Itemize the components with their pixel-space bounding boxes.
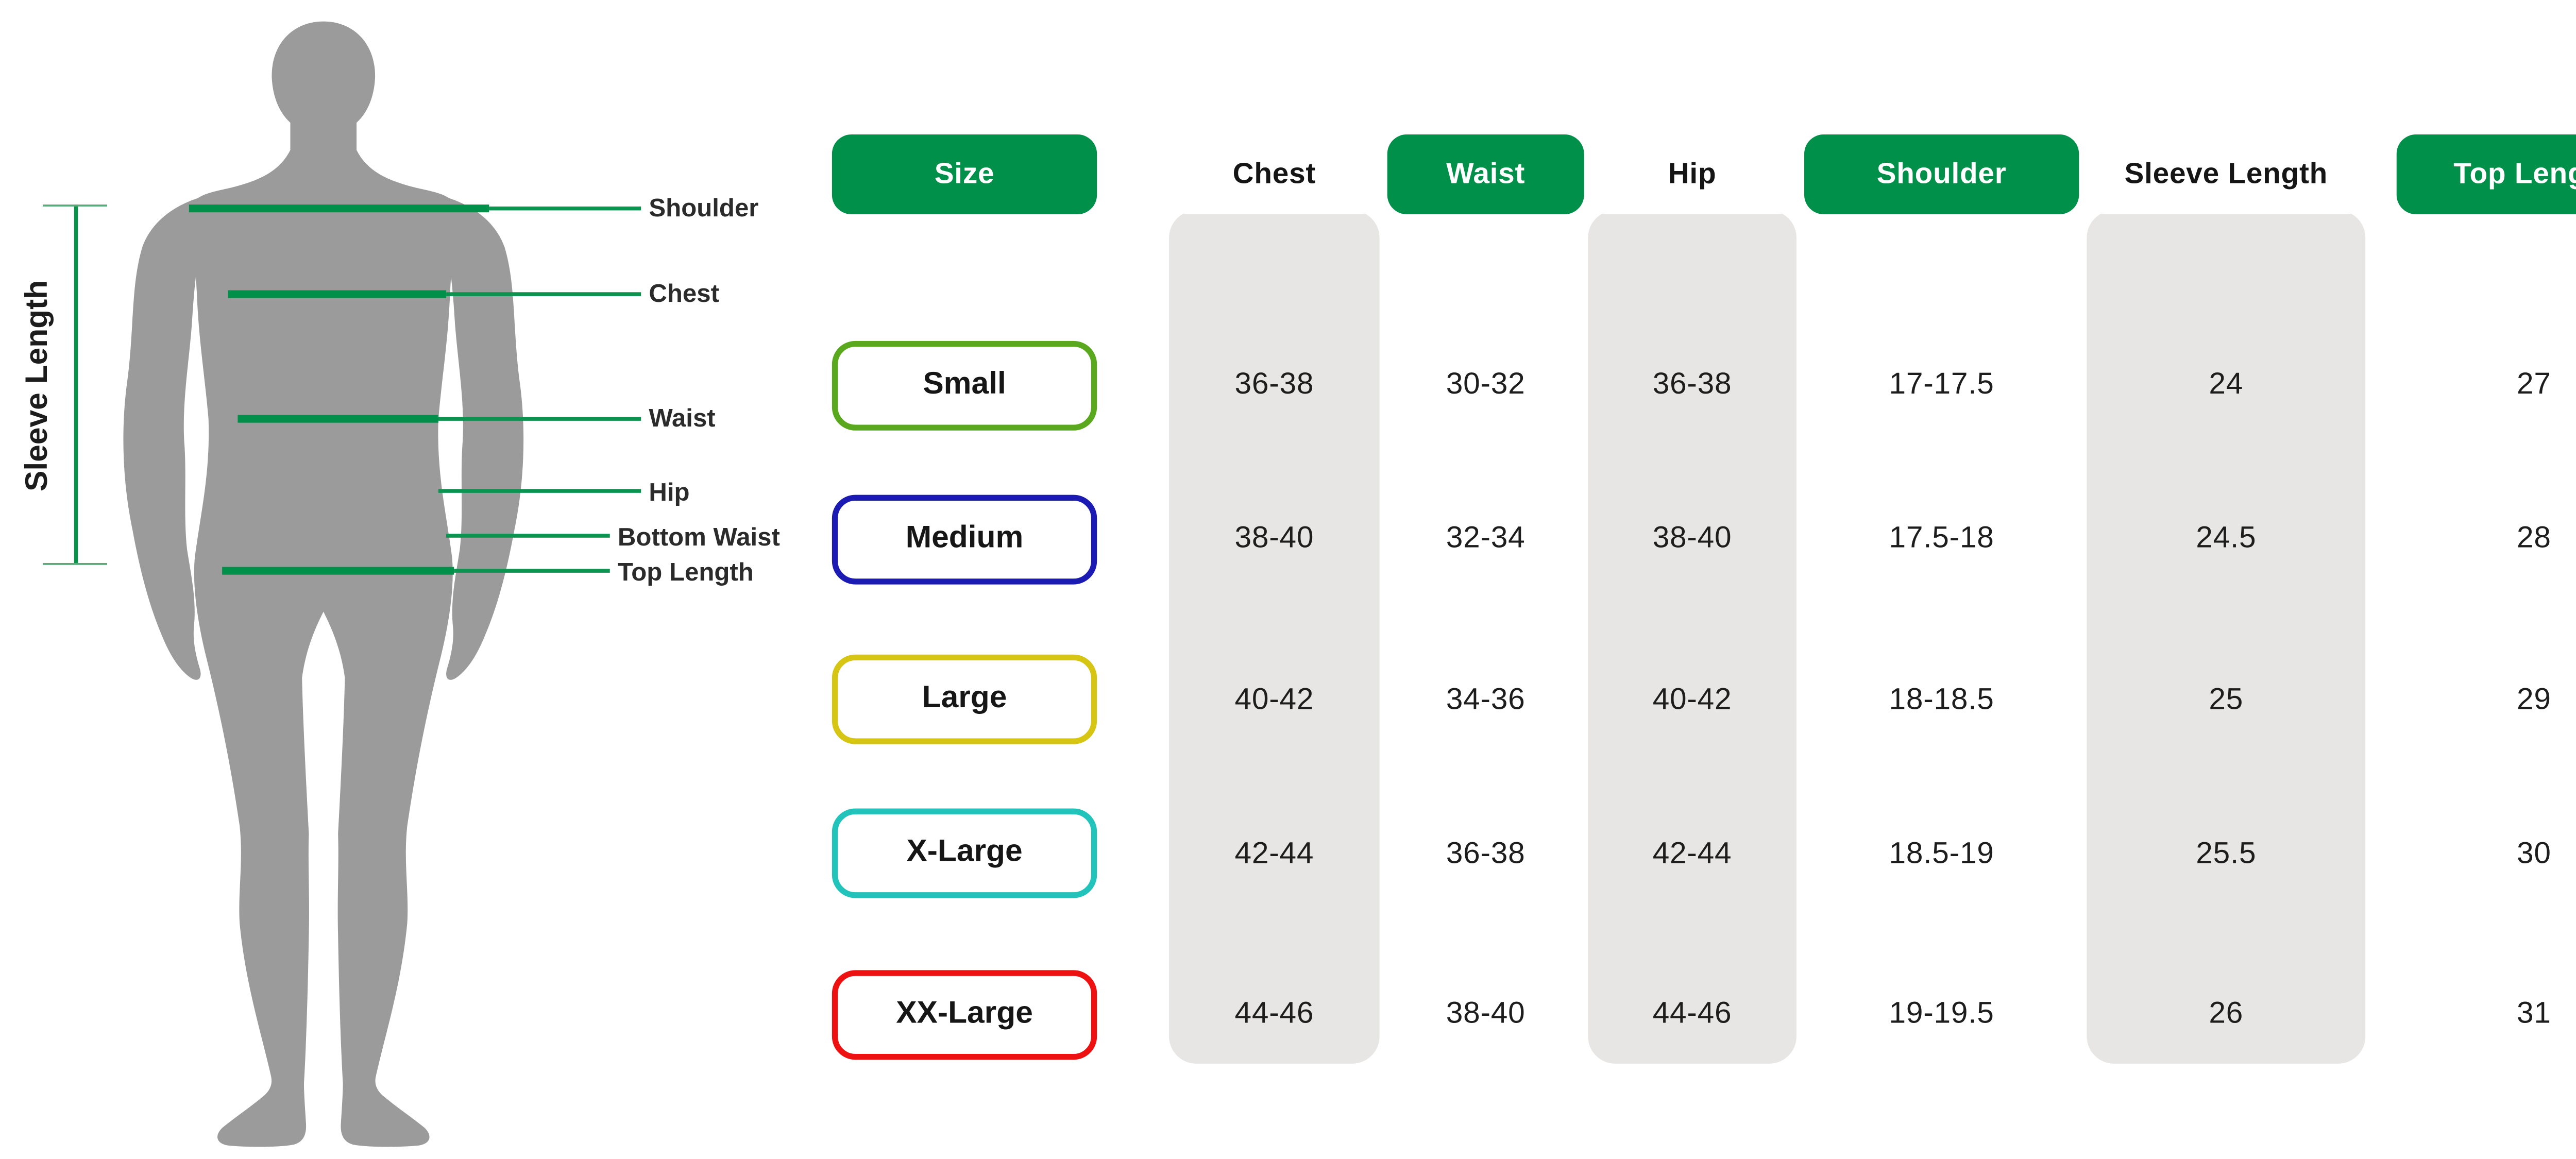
size-button-label: X-Large [906,836,1023,869]
cell-x-large-sleeve-length: 25.5 [2196,838,2257,871]
size-button-large[interactable]: Large [832,654,1097,744]
size-button-label: Medium [905,522,1024,555]
size-button-small[interactable]: Small [832,340,1097,431]
size-button-label: XX-Large [896,997,1033,1031]
cell-x-large-shoulder: 18.5-19 [1889,838,1994,871]
shoulder-measure-line [189,204,489,213]
top-length-measure-line [222,567,454,575]
cell-large-sleeve-length: 25 [2209,684,2244,717]
cell-x-large-waist: 36-38 [1446,838,1526,871]
cell-medium-waist: 32-34 [1446,522,1526,555]
bottom-waist-label: Bottom Waist [617,522,780,552]
hip-pointer-line [438,489,641,492]
header-shoulder: Shoulder [1804,134,2079,215]
hip-label: Hip [649,477,690,507]
size-button-x-large[interactable]: X-Large [832,808,1097,898]
top-length-label: Top Length [617,557,754,587]
cell-medium-hip: 38-40 [1652,522,1732,555]
header-chest: Chest [1169,134,1380,215]
cell-small-top-length: 27 [2516,368,2551,402]
cell-xx-large-waist: 38-40 [1446,997,1526,1031]
hip-column-background [1588,210,1797,1064]
waist-pointer-line [438,417,641,421]
cell-small-sleeve-length: 24 [2209,368,2244,402]
bottom-waist-pointer-line [446,534,610,537]
cell-xx-large-top-length: 31 [2516,997,2551,1031]
chest-measure-line [228,290,447,298]
waist-label: Waist [649,403,716,433]
size-button-label: Large [922,681,1007,715]
cell-medium-shoulder: 17.5-18 [1889,522,1994,555]
cell-xx-large-hip: 44-46 [1652,997,1732,1031]
sleeve-length-bracket-line [74,204,78,563]
cell-small-chest: 36-38 [1234,368,1314,402]
top-length-pointer-line [454,569,610,573]
cell-medium-top-length: 28 [2516,522,2551,555]
cell-x-large-hip: 42-44 [1652,838,1732,871]
sleeve-length-bracket-bottom-tick [43,562,108,565]
header-hip: Hip [1588,134,1797,215]
header-waist: Waist [1387,134,1584,215]
cell-xx-large-sleeve-length: 26 [2209,997,2244,1031]
cell-small-waist: 30-32 [1446,368,1526,402]
cell-xx-large-shoulder: 19-19.5 [1889,997,1994,1031]
sleeve-length-label: Sleeve Length [21,280,55,491]
cell-x-large-chest: 42-44 [1234,838,1314,871]
cell-small-shoulder: 17-17.5 [1889,368,1994,402]
cell-medium-sleeve-length: 24.5 [2196,522,2257,555]
sleeve-length-bracket-top-tick [43,203,108,207]
human-body-silhouette [123,21,524,1147]
cell-large-hip: 40-42 [1652,684,1732,717]
shoulder-pointer-line [489,207,641,210]
chest-column-background [1169,210,1380,1064]
header-sleeve-length: Sleeve Length [2087,134,2366,215]
chest-label: Chest [649,278,719,308]
size-button-medium[interactable]: Medium [832,495,1097,585]
shoulder-label: Shoulder [649,193,759,223]
header-size: Size [832,134,1097,215]
header-top-length: Top Length [2396,134,2576,215]
cell-medium-chest: 38-40 [1234,522,1314,555]
cell-large-chest: 40-42 [1234,684,1314,717]
cell-x-large-top-length: 30 [2516,838,2551,871]
cell-large-top-length: 29 [2516,684,2551,717]
waist-measure-line [238,415,438,423]
cell-large-waist: 34-36 [1446,684,1526,717]
cell-small-hip: 36-38 [1652,368,1732,402]
cell-large-shoulder: 18-18.5 [1889,684,1994,717]
cell-xx-large-chest: 44-46 [1234,997,1314,1031]
sleeve-length-column-background [2087,210,2366,1064]
size-button-label: Small [923,368,1006,402]
chest-pointer-line [446,292,641,296]
size-button-xx-large[interactable]: XX-Large [832,970,1097,1060]
